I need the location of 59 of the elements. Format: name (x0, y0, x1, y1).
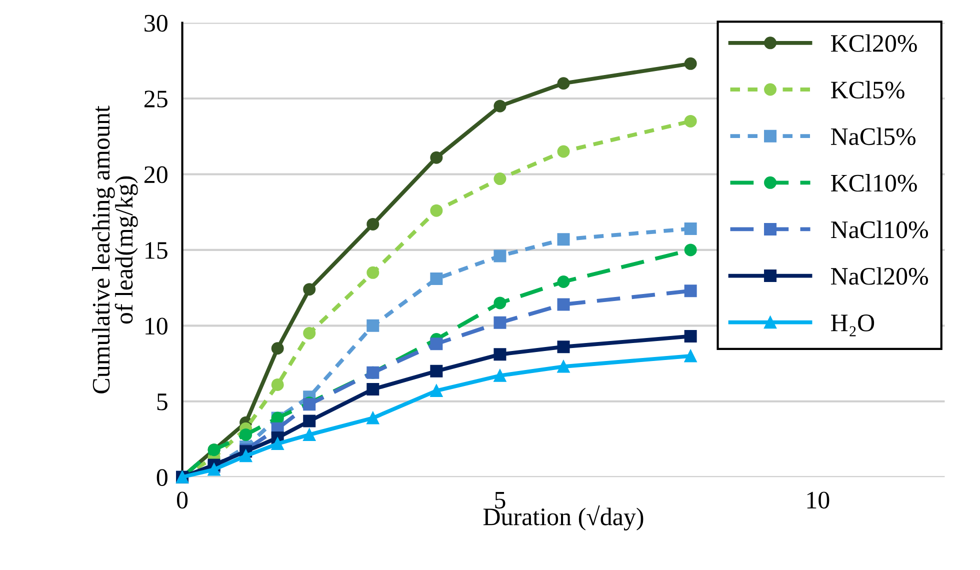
point (240, 428, 252, 441)
point (494, 296, 506, 310)
legend-label: NaCl20% (830, 267, 928, 285)
point (557, 233, 570, 246)
point (557, 145, 570, 158)
point (684, 222, 697, 235)
y-tick-label: 5 (157, 394, 168, 410)
point (684, 244, 697, 256)
point (271, 342, 284, 355)
legend-label: KCl5% (830, 80, 904, 99)
point (494, 348, 506, 361)
point (366, 319, 380, 332)
point (430, 272, 443, 285)
point (684, 350, 697, 362)
y-tick-label: 20 (144, 166, 168, 184)
point (430, 204, 443, 217)
x-tick-label: 10 (807, 492, 830, 509)
point (557, 275, 570, 288)
point (303, 414, 316, 428)
point (240, 450, 252, 462)
point (557, 298, 570, 311)
legend-label: KCl20% (830, 34, 917, 52)
point (684, 114, 697, 128)
point (208, 463, 220, 476)
point (684, 330, 697, 343)
point (271, 438, 284, 450)
point (303, 428, 316, 441)
x-tick-label: 0 (176, 492, 188, 509)
point (430, 151, 443, 164)
y-tick-label: 0 (156, 469, 168, 486)
legend-label: KCl10% (830, 174, 917, 192)
point (430, 338, 443, 350)
point (494, 316, 506, 329)
point (494, 369, 506, 382)
point (684, 57, 697, 70)
y-tick-label: 30 (144, 14, 168, 32)
point (557, 77, 570, 90)
point (303, 283, 316, 296)
point (303, 326, 316, 340)
point (494, 172, 506, 186)
legend-label: NaCl5% (830, 127, 916, 146)
y-axis-title: Cumulative leaching amount of lead(mg/kg) (92, 106, 138, 394)
point (366, 218, 380, 230)
y-tick-label: 15 (146, 242, 168, 259)
point (430, 364, 443, 378)
point (271, 378, 284, 391)
point (557, 360, 570, 373)
legend-label: H₂O (830, 314, 874, 336)
point (557, 340, 570, 354)
point (494, 100, 506, 112)
point (430, 384, 443, 398)
legend-label: NaCl10% (830, 220, 928, 238)
point (366, 266, 380, 279)
y-tick-label: 10 (146, 318, 168, 335)
point (366, 383, 380, 396)
point (494, 250, 506, 262)
point (366, 412, 380, 424)
point (684, 284, 697, 298)
y-tick-label: 25 (144, 90, 168, 108)
